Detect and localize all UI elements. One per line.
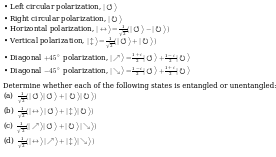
- Text: (c)  $\frac{1}{\sqrt{2}}(|{\nearrow}\rangle|\circlearrowleft\rangle + |\circlear: (c) $\frac{1}{\sqrt{2}}(|{\nearrow}\rang…: [3, 120, 98, 137]
- Text: • Right circular polarization, $|\circlearrowright\rangle$: • Right circular polarization, $|\circle…: [3, 13, 124, 26]
- Text: (b)  $\frac{1}{\sqrt{2}}(|{\leftrightarrow}\rangle|\circlearrowleft\rangle + |{\: (b) $\frac{1}{\sqrt{2}}(|{\leftrightarro…: [3, 106, 95, 122]
- Text: • Left circular polarization, $|\circlearrowleft\rangle$: • Left circular polarization, $|\circlea…: [3, 1, 119, 14]
- Text: (d)  $\frac{1}{\sqrt{2}}(|{\leftrightarrow}\rangle|{\nearrow}\rangle + |{\updown: (d) $\frac{1}{\sqrt{2}}(|{\leftrightarro…: [3, 136, 95, 152]
- Text: Determine whether each of the following states is entangled or unentangled:: Determine whether each of the following …: [3, 82, 276, 89]
- Text: • Diagonal $-45^\circ$ polarization, $|{\searrow}\rangle = \frac{1-i}{2}|\circle: • Diagonal $-45^\circ$ polarization, $|{…: [3, 64, 191, 78]
- Text: • Horizontal polarization, $|{\leftrightarrow}\rangle = \frac{1}{\sqrt{2}}(|\cir: • Horizontal polarization, $|{\leftright…: [3, 23, 171, 40]
- Text: • Diagonal $+45^\circ$ polarization, $|{\nearrow}\rangle = \frac{1+i}{2}|\circle: • Diagonal $+45^\circ$ polarization, $|{…: [3, 51, 191, 65]
- Text: • Vertical polarization, $|{\updownarrow}\rangle = \frac{1}{\sqrt{2}}(|\circlear: • Vertical polarization, $|{\updownarrow…: [3, 36, 157, 52]
- Text: (a)  $\frac{1}{\sqrt{2}}(|\circlearrowleft\rangle|\circlearrowleft\rangle + |\ci: (a) $\frac{1}{\sqrt{2}}(|\circlearrowlef…: [3, 91, 98, 107]
